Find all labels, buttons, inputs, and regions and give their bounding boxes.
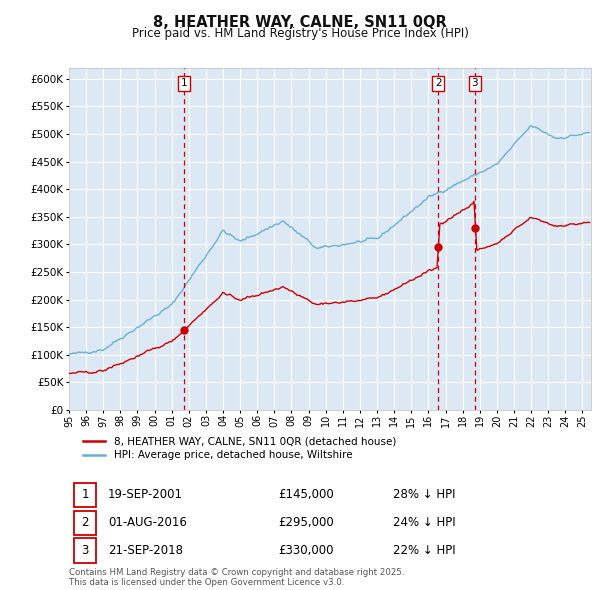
Text: 3: 3 [82,544,89,557]
FancyBboxPatch shape [74,483,96,507]
FancyBboxPatch shape [74,510,96,535]
Text: £330,000: £330,000 [278,544,334,557]
Text: £295,000: £295,000 [278,516,334,529]
Text: 1: 1 [82,489,89,502]
Text: 2: 2 [82,516,89,529]
Text: £145,000: £145,000 [278,489,334,502]
Text: 22% ↓ HPI: 22% ↓ HPI [392,544,455,557]
Text: Contains HM Land Registry data © Crown copyright and database right 2025.
This d: Contains HM Land Registry data © Crown c… [69,568,404,587]
Text: 2: 2 [435,78,442,88]
Text: 21-SEP-2018: 21-SEP-2018 [108,544,183,557]
Text: 3: 3 [472,78,478,88]
Legend: 8, HEATHER WAY, CALNE, SN11 0QR (detached house), HPI: Average price, detached h: 8, HEATHER WAY, CALNE, SN11 0QR (detache… [79,433,400,464]
FancyBboxPatch shape [74,539,96,563]
Text: 01-AUG-2016: 01-AUG-2016 [108,516,187,529]
Text: 8, HEATHER WAY, CALNE, SN11 0QR: 8, HEATHER WAY, CALNE, SN11 0QR [153,15,447,30]
Text: 1: 1 [181,78,187,88]
Text: 19-SEP-2001: 19-SEP-2001 [108,489,183,502]
Text: 28% ↓ HPI: 28% ↓ HPI [392,489,455,502]
Text: Price paid vs. HM Land Registry's House Price Index (HPI): Price paid vs. HM Land Registry's House … [131,27,469,40]
Text: 24% ↓ HPI: 24% ↓ HPI [392,516,455,529]
